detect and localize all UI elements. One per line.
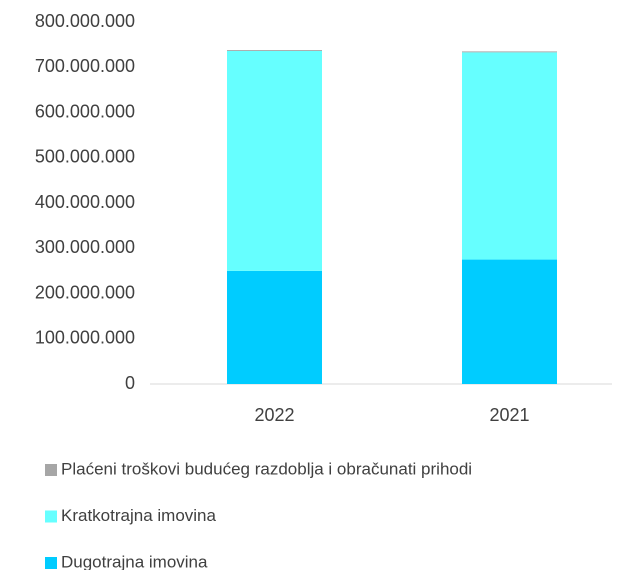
legend-label: Kratkotrajna imovina	[61, 506, 217, 525]
y-tick-label: 100.000.000	[35, 328, 135, 348]
y-tick-label: 600.000.000	[35, 101, 135, 121]
y-tick-label: 300.000.000	[35, 237, 135, 257]
y-tick-label: 400.000.000	[35, 192, 135, 212]
bar-segment	[462, 52, 557, 260]
y-tick-label: 800.000.000	[35, 11, 135, 31]
x-tick-label: 2022	[254, 405, 294, 425]
y-tick-label: 200.000.000	[35, 282, 135, 302]
legend-swatch	[45, 464, 57, 476]
legend-label: Plaćeni troškovi budućeg razdoblja i obr…	[61, 459, 472, 478]
bar-segment	[462, 259, 557, 384]
bar-segment	[462, 51, 557, 53]
bar-segment	[227, 50, 322, 271]
bar-segment	[227, 50, 322, 51]
legend-label: Dugotrajna imovina	[61, 552, 208, 570]
legend-swatch	[45, 510, 57, 523]
bar-segment	[227, 270, 322, 384]
x-tick-label: 2021	[489, 405, 529, 425]
y-tick-label: 700.000.000	[35, 56, 135, 76]
y-tick-label: 0	[125, 373, 135, 393]
y-tick-label: 500.000.000	[35, 147, 135, 167]
legend-swatch	[45, 557, 57, 569]
